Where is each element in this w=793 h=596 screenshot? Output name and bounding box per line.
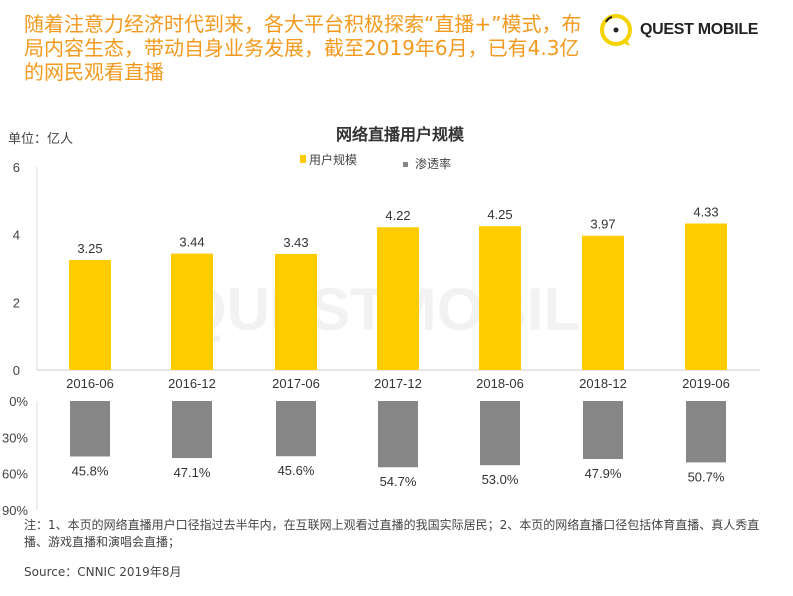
penetration-bar	[276, 401, 316, 457]
penetration-bar-label: 50.7%	[688, 469, 725, 484]
user-bar-label: 3.97	[590, 217, 615, 232]
penetration-bar-label: 47.1%	[174, 465, 211, 480]
unit-label: 单位：亿人	[8, 131, 73, 146]
user-bar-label: 3.43	[283, 235, 308, 250]
y-tick-label: 0	[13, 363, 20, 378]
y-tick-label: 90%	[2, 503, 28, 518]
user-bar-label: 4.25	[487, 207, 512, 222]
user-bar	[479, 226, 521, 370]
penetration-bar-label: 45.8%	[72, 463, 109, 478]
user-bar	[69, 260, 111, 370]
user-bar-label: 3.44	[179, 235, 204, 250]
logo-text: QUEST MOBILE	[640, 21, 759, 38]
legend-label-penetration: 渗透率	[415, 156, 451, 171]
y-tick-label: 0%	[9, 394, 28, 409]
penetration-bar	[172, 401, 212, 459]
user-bar	[685, 223, 727, 370]
x-tick-label: 2017-12	[374, 376, 422, 391]
legend-swatch-users	[300, 155, 306, 163]
penetration-bar-label: 47.9%	[585, 466, 622, 481]
source: Source：CNNIC 2019年8月	[24, 565, 182, 579]
footnote: 注：1、本页的网络直播用户口径指过去半年内，在互联网上观看过直播的我国实际居民；…	[24, 518, 760, 549]
user-bar	[582, 235, 624, 370]
x-tick-label: 2016-12	[168, 376, 216, 391]
y-tick-label: 30%	[2, 430, 28, 445]
headline: 随着注意力经济时代到来，各大平台积极探索“直播+”模式，布局内容生态，带动自身业…	[24, 12, 582, 84]
chart-title: 网络直播用户规模	[336, 125, 465, 144]
y-tick-label: 60%	[2, 467, 28, 482]
logo-icon	[600, 14, 632, 46]
user-bar	[275, 253, 317, 370]
user-bar	[171, 253, 213, 370]
penetration-bar	[480, 401, 520, 466]
y-tick-label: 4	[13, 228, 20, 243]
penetration-bar-label: 53.0%	[482, 472, 519, 487]
user-bar-label: 4.22	[385, 208, 410, 223]
quest-mobile-logo: QUEST MOBILE	[598, 12, 758, 48]
x-tick-label: 2017-06	[272, 376, 320, 391]
y-tick-label: 2	[13, 295, 20, 310]
x-tick-label: 2019-06	[682, 376, 730, 391]
user-bar-label: 4.33	[693, 205, 718, 220]
penetration-bar-label: 54.7%	[380, 474, 417, 489]
legend-swatch-penetration	[403, 162, 408, 167]
penetration-bar	[70, 401, 110, 457]
y-tick-label: 6	[13, 160, 20, 175]
x-tick-label: 2018-12	[579, 376, 627, 391]
penetration-bar	[378, 401, 418, 468]
x-tick-label: 2018-06	[476, 376, 524, 391]
penetration-bar	[583, 401, 623, 460]
penetration-bar-label: 45.6%	[278, 463, 315, 478]
legend-label-users: 用户规模	[309, 152, 357, 167]
user-bar-label: 3.25	[77, 241, 102, 256]
user-bar	[377, 227, 419, 370]
penetration-bar	[686, 401, 726, 463]
x-tick-label: 2016-06	[66, 376, 114, 391]
